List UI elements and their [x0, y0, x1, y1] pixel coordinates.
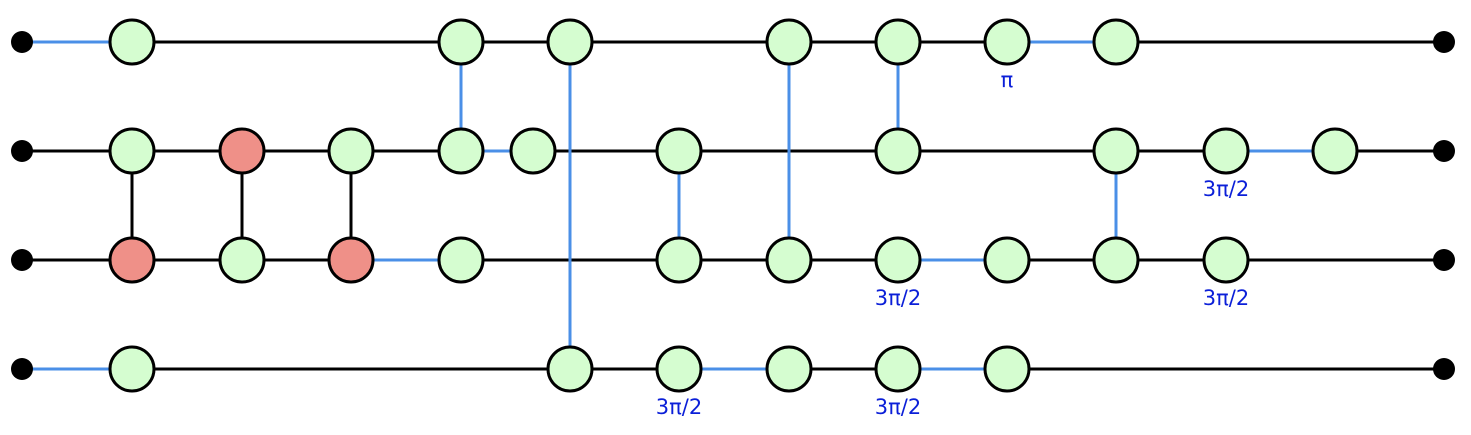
z-spider-z3a[interactable]	[108, 345, 156, 393]
z-spider-z1e-selected[interactable]	[509, 127, 557, 175]
phase-label-z1i: 3π/2	[1203, 177, 1249, 201]
x-spider-x2a[interactable]	[108, 236, 156, 284]
z-spider-z2j[interactable]	[1202, 236, 1250, 284]
z-spider-z2f[interactable]	[765, 236, 813, 284]
boundary-node-in0[interactable]	[11, 31, 33, 53]
phase-label-z3e: 3π/2	[875, 395, 921, 419]
z-spider-z0d[interactable]	[765, 18, 813, 66]
z-spider-z1a[interactable]	[108, 127, 156, 175]
z-spider-z2b[interactable]	[218, 236, 266, 284]
z-spider-z2g[interactable]	[874, 236, 922, 284]
z-spider-z2i[interactable]	[1092, 236, 1140, 284]
boundary-node-out2[interactable]	[1433, 249, 1455, 271]
boundary-node-out0[interactable]	[1433, 31, 1455, 53]
z-spider-z3b[interactable]	[546, 345, 594, 393]
z-spider-z1i[interactable]	[1202, 127, 1250, 175]
phase-label-z2j: 3π/2	[1203, 286, 1249, 310]
z-spider-z1f[interactable]	[655, 127, 703, 175]
x-spider-x2c[interactable]	[327, 236, 375, 284]
x-spider-x1b[interactable]	[218, 127, 266, 175]
z-spider-z2e[interactable]	[655, 236, 703, 284]
z-spider-z1h[interactable]	[1092, 127, 1140, 175]
z-spider-z0b[interactable]	[437, 18, 485, 66]
boundaries-layer	[11, 31, 1455, 380]
z-spider-z1c[interactable]	[327, 127, 375, 175]
boundary-node-out3[interactable]	[1433, 358, 1455, 380]
edges-layer	[22, 40, 1444, 371]
spiders-layer	[108, 18, 1359, 393]
z-spider-z1d[interactable]	[437, 127, 485, 175]
z-spider-z3f[interactable]	[983, 345, 1031, 393]
z-spider-z0c[interactable]	[546, 18, 594, 66]
z-spider-z0f[interactable]	[983, 18, 1031, 66]
z-spider-z1j[interactable]	[1311, 127, 1359, 175]
z-spider-z0g[interactable]	[1092, 18, 1140, 66]
z-spider-z1g[interactable]	[874, 127, 922, 175]
phase-label-z2g: 3π/2	[875, 286, 921, 310]
boundary-node-in3[interactable]	[11, 358, 33, 380]
z-spider-z3e[interactable]	[874, 345, 922, 393]
boundary-node-in2[interactable]	[11, 249, 33, 271]
z-spider-z3c[interactable]	[655, 345, 703, 393]
z-spider-z3d[interactable]	[765, 345, 813, 393]
z-spider-z2d[interactable]	[437, 236, 485, 284]
phase-labels-layer: π 3π/2 3π/2 3π/2 3π/2 3π/2	[656, 68, 1249, 419]
phase-label-z3c: 3π/2	[656, 395, 702, 419]
z-spider-z0a[interactable]	[108, 18, 156, 66]
z-spider-z0e[interactable]	[874, 18, 922, 66]
phase-label-z0f: π	[1001, 68, 1014, 92]
z-spider-z2h[interactable]	[983, 236, 1031, 284]
boundary-node-out1[interactable]	[1433, 140, 1455, 162]
boundary-node-in1[interactable]	[11, 140, 33, 162]
